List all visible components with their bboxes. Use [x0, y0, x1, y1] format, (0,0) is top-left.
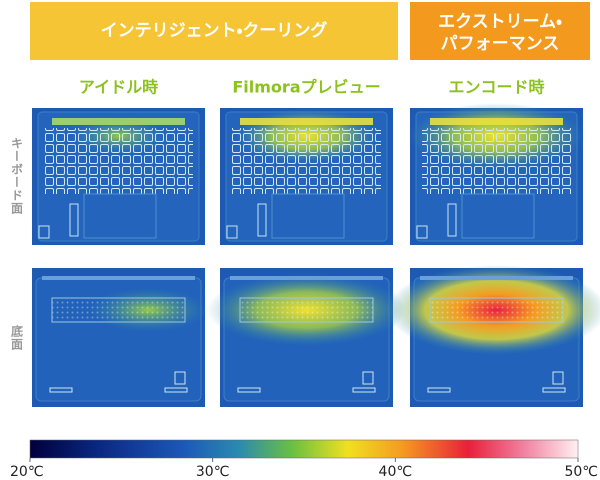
column-label: Filmoraプレビュー: [232, 78, 380, 97]
hinge: [52, 118, 185, 125]
row-label: キーボード面: [10, 137, 24, 215]
vent: [51, 297, 186, 323]
color-scale: [29, 439, 579, 459]
touchpad: [271, 193, 345, 239]
column-label: エンコード時: [448, 78, 544, 97]
group-right-title: エクストリーム・: [438, 12, 562, 32]
keyboard: [232, 128, 381, 194]
foot: [237, 387, 261, 393]
touchpad: [461, 193, 535, 239]
group-right-title: パフォーマンス: [441, 34, 560, 54]
label-sticker: [447, 203, 457, 237]
panels: [32, 103, 600, 407]
keyboard: [44, 128, 193, 194]
label-sticker: [257, 203, 267, 237]
label-sticker: [38, 225, 50, 239]
group-left-title: インテリジェント・クーリング: [101, 20, 328, 41]
row-label: 底面: [10, 324, 24, 351]
group-left-box: [30, 2, 398, 60]
keyboard: [422, 128, 571, 194]
foot: [352, 387, 376, 393]
vent: [239, 297, 374, 323]
touchpad: [83, 193, 157, 239]
foot: [427, 387, 451, 393]
label-sticker: [416, 225, 428, 239]
tick-label: 50℃: [564, 464, 598, 480]
label-sticker: [226, 225, 238, 239]
tick-label: 30℃: [196, 464, 230, 480]
hinge: [430, 118, 563, 125]
foot: [49, 387, 73, 393]
group-right-box: [410, 2, 590, 60]
column-label: アイドル時: [79, 78, 158, 97]
hinge: [230, 276, 383, 280]
tick-label: 20℃: [10, 464, 44, 480]
label-sticker: [552, 371, 564, 385]
hinge: [42, 276, 195, 280]
tick-label: 40℃: [379, 464, 413, 480]
label-sticker: [362, 371, 374, 385]
hinge: [240, 118, 373, 125]
label-sticker: [174, 371, 186, 385]
label-sticker: [69, 203, 79, 237]
hinge: [420, 276, 573, 280]
vent: [429, 297, 564, 323]
foot: [164, 387, 188, 393]
foot: [542, 387, 566, 393]
